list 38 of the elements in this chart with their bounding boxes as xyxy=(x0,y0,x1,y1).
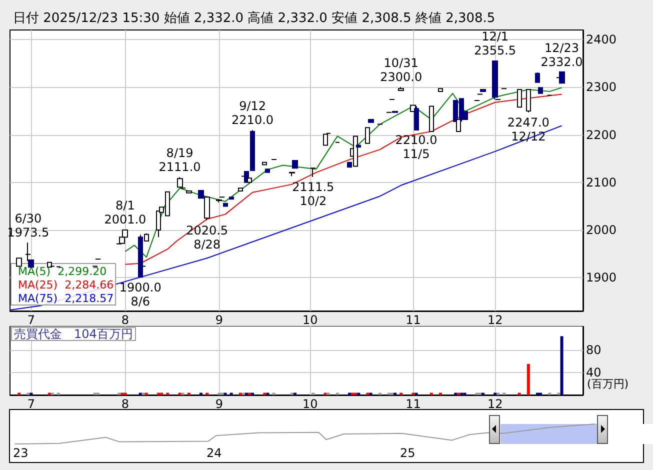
annotation: 12/1 2355.5 xyxy=(474,30,516,58)
chart-title: 売買代金 104百万円 xyxy=(14,327,133,341)
x-tick-label: 24 xyxy=(206,446,222,460)
y-tick-label: 80 xyxy=(586,342,602,357)
x-tick-label: 25 xyxy=(400,446,416,460)
y-tick-label: 2400 xyxy=(586,32,617,47)
x-tick-label: 10 xyxy=(302,313,318,327)
y-tick-label: 40 xyxy=(586,365,602,380)
y-tick-label: 2300 xyxy=(586,80,617,94)
x-tick-label: 9 xyxy=(215,397,224,411)
x-tick-label: 9 xyxy=(215,313,224,327)
annotation: 8/1 2001.0 xyxy=(104,198,146,227)
x-tick-label: 11 xyxy=(406,397,421,411)
x-tick-label: 7 xyxy=(27,397,36,411)
x-tick-label: 7 xyxy=(27,313,36,327)
annotation: 8/19 2111.0 xyxy=(158,146,201,174)
y-axis-title: (百万円) xyxy=(587,377,629,390)
x-tick-label: 12 xyxy=(487,397,503,411)
y-tick-label: 2000 xyxy=(586,223,617,238)
x-tick-label: 8 xyxy=(121,397,130,411)
x-tick-label: 12 xyxy=(487,313,503,327)
y-tick-label: 2100 xyxy=(586,175,617,190)
annotation: 10/31 2300.0 xyxy=(380,56,422,84)
x-tick-label: 11 xyxy=(406,313,421,327)
series-label: MA(75) 2,218.57 xyxy=(18,292,114,305)
y-tick-label: 2200 xyxy=(586,128,617,142)
series-label: MA(25) 2,284.66 xyxy=(18,278,114,292)
text: MA(5) 2,299.20 xyxy=(18,265,107,278)
y-tick-label: 1900 xyxy=(586,270,617,285)
annotation: 2111.5 10/2 xyxy=(292,180,334,208)
x-tick-label: 23 xyxy=(12,446,28,460)
x-tick-label: 8 xyxy=(121,313,130,327)
annotation: 2210.0 11/5 xyxy=(395,133,438,162)
chart-title: 日付 2025/12/23 15:30 始値 2,332.0 高値 2,332.0 安値 2,308.5 終値 2,308.5 xyxy=(13,10,496,26)
x-tick-label: 10 xyxy=(302,397,318,411)
annotation: 1900.0 8/6 xyxy=(119,280,162,309)
annotation: 9/12 2210.0 xyxy=(232,99,274,128)
annotation: 12/23 2332.0 xyxy=(540,40,583,69)
